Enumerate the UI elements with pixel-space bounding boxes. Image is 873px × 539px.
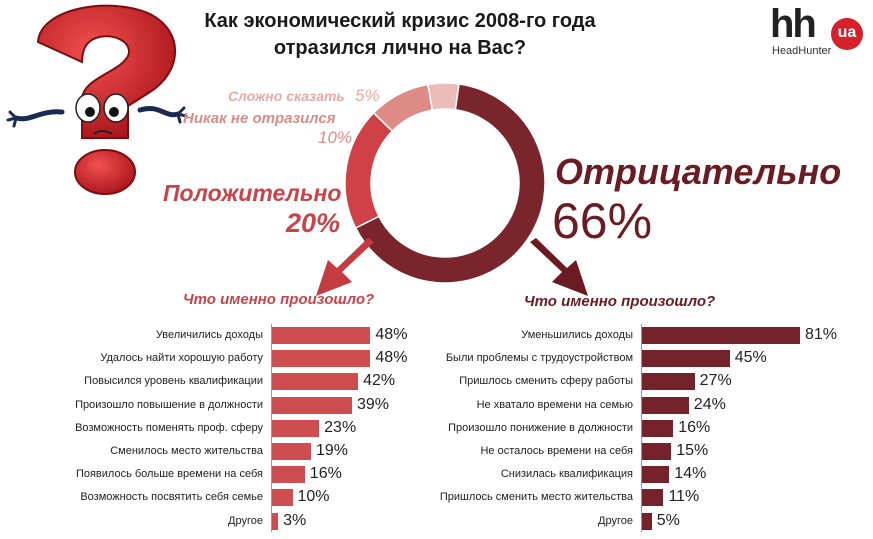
left-value-3: 39% bbox=[356, 395, 389, 413]
right-bar-2 bbox=[642, 373, 695, 391]
left-bar-5 bbox=[272, 443, 311, 460]
chart-title: Как экономический кризис 2008-го года от… bbox=[190, 8, 610, 62]
right-bar-4 bbox=[642, 419, 674, 437]
logo-ua-badge: ua bbox=[831, 18, 863, 50]
right-axis-line bbox=[641, 324, 642, 532]
left-bar-0 bbox=[272, 327, 371, 344]
right-bar-7 bbox=[642, 489, 664, 507]
donut-chart bbox=[344, 82, 546, 284]
left-value-4: 23% bbox=[324, 418, 357, 436]
right-value-7: 11% bbox=[668, 488, 700, 506]
slice-label-no-effect: Никак не отразился bbox=[183, 110, 336, 127]
left-value-2: 42% bbox=[363, 372, 396, 390]
left-chart-title: Что именно произошло? bbox=[183, 291, 375, 308]
left-axis-line bbox=[271, 324, 272, 532]
right-bar-8 bbox=[642, 512, 652, 530]
left-bar-7 bbox=[272, 489, 293, 507]
left-value-6: 16% bbox=[309, 465, 342, 483]
left-label-5: Сменилось место жительства bbox=[110, 445, 263, 457]
left-label-4: Возможность поменять проф. сферу bbox=[75, 421, 263, 434]
headhunter-logo: hh bbox=[770, 2, 817, 46]
slice-value-hard-to-say: 5% bbox=[355, 86, 380, 105]
right-label-6: Снизилась квалификация bbox=[500, 468, 633, 481]
donut-slice-1 bbox=[344, 111, 394, 230]
right-value-8: 5% bbox=[656, 511, 680, 529]
title-line-2: отразился лично на Вас? bbox=[273, 37, 527, 59]
right-value-0: 81% bbox=[804, 326, 837, 343]
right-label-8: Другое bbox=[598, 514, 633, 527]
left-value-5: 19% bbox=[315, 442, 348, 459]
question-mark-mascot-icon bbox=[6, 4, 188, 195]
slice-value-negative: 66% bbox=[552, 193, 653, 249]
right-bar-5 bbox=[642, 443, 672, 460]
left-bar-3 bbox=[272, 396, 352, 414]
right-value-4: 16% bbox=[678, 418, 711, 436]
left-bar-8 bbox=[272, 512, 279, 530]
left-label-0: Увеличились доходы bbox=[155, 329, 263, 341]
right-label-1: Были проблемы с трудоустройством bbox=[445, 352, 633, 365]
right-label-3: Не хватало времени на семью bbox=[476, 398, 633, 411]
arrow-right-icon bbox=[530, 238, 588, 296]
left-bar-1 bbox=[272, 350, 371, 368]
left-label-1: Удалось найти хорошую работу bbox=[100, 352, 263, 365]
slice-value-no-effect: 10% bbox=[318, 128, 353, 147]
left-label-6: Появилось больше времени на себя bbox=[75, 468, 263, 481]
right-value-5: 15% bbox=[676, 442, 709, 459]
right-value-6: 14% bbox=[674, 465, 707, 483]
donut-slice-0 bbox=[354, 83, 546, 284]
right-bar-6 bbox=[642, 466, 670, 484]
right-label-4: Произошло понижение в должности bbox=[448, 421, 633, 434]
slice-label-positive: Положительно bbox=[163, 180, 342, 206]
right-bar-1 bbox=[642, 350, 730, 368]
left-bar-4 bbox=[272, 419, 320, 437]
left-label-7: Возможность посвятить себя семье bbox=[80, 491, 263, 504]
title-line-1: Как экономический кризис 2008-го года bbox=[204, 10, 596, 32]
left-value-0: 48% bbox=[375, 326, 408, 343]
logo-subtitle: HeadHunter bbox=[772, 45, 832, 57]
arrow-left-icon bbox=[316, 238, 374, 296]
left-bar-2 bbox=[272, 373, 359, 391]
right-value-1: 45% bbox=[734, 349, 767, 367]
right-bar-0 bbox=[642, 327, 800, 344]
right-chart-title: Что именно произошло? bbox=[524, 293, 716, 310]
left-label-2: Повысился уровень квалификации bbox=[84, 375, 263, 388]
left-value-7: 10% bbox=[297, 488, 330, 506]
right-value-3: 24% bbox=[693, 395, 726, 413]
left-label-3: Произошло повышение в должности bbox=[75, 398, 263, 411]
slice-label-negative: Отрицательно bbox=[555, 151, 842, 192]
slice-value-positive: 20% bbox=[286, 208, 341, 238]
left-value-1: 48% bbox=[375, 349, 408, 367]
slice-label-hard-to-say: Сложно сказать bbox=[228, 88, 345, 104]
left-label-8: Другое bbox=[228, 514, 263, 527]
left-value-8: 3% bbox=[283, 511, 307, 529]
right-label-5: Не осталось времени на себя bbox=[480, 445, 633, 457]
right-label-0: Уменьшились доходы bbox=[521, 329, 633, 341]
right-label-7: Пришлось сменить место жительства bbox=[439, 491, 633, 504]
right-label-2: Пришлось сменить сферу работы bbox=[459, 375, 633, 388]
left-bar-6 bbox=[272, 466, 305, 484]
right-bar-3 bbox=[642, 396, 689, 414]
right-value-2: 27% bbox=[699, 372, 732, 390]
donut-slice-3 bbox=[427, 82, 460, 111]
